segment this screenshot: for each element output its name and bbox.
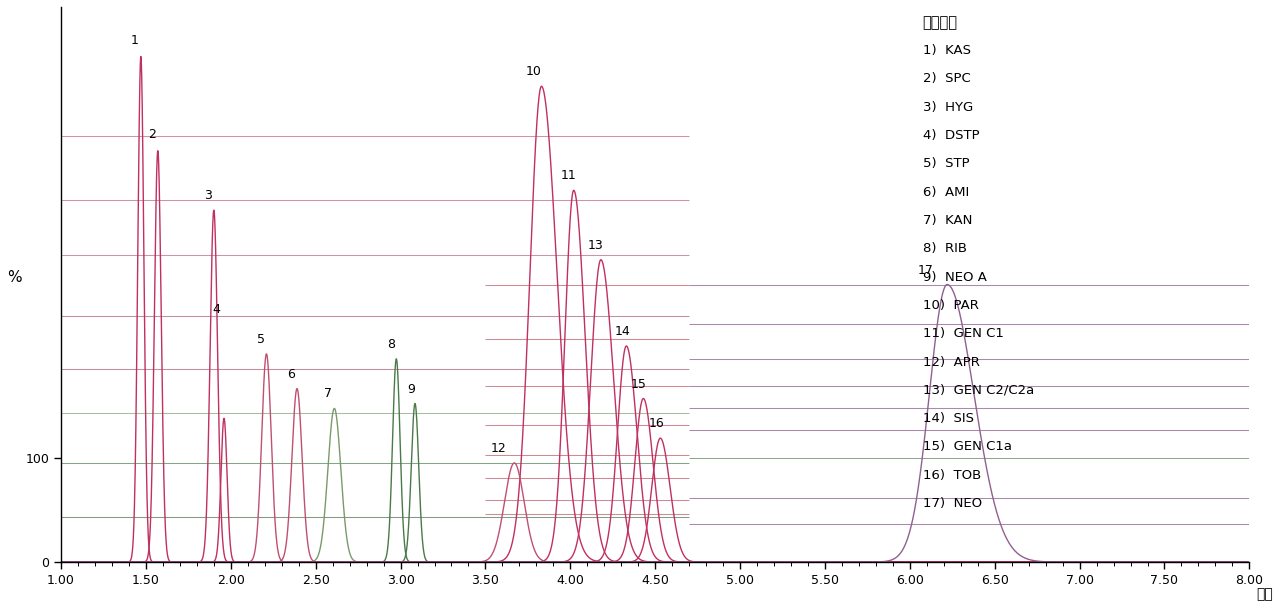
Text: 6)  AMI: 6) AMI xyxy=(923,185,969,199)
Text: 5: 5 xyxy=(257,333,265,346)
Text: 14)  SIS: 14) SIS xyxy=(923,412,974,425)
Text: 7: 7 xyxy=(324,387,332,401)
Text: 10)  PAR: 10) PAR xyxy=(923,299,978,312)
Text: 16)  TOB: 16) TOB xyxy=(923,469,980,482)
Text: 3)  HYG: 3) HYG xyxy=(923,101,973,114)
Text: 14: 14 xyxy=(614,325,630,338)
Text: 6: 6 xyxy=(287,368,294,381)
Text: 7)  KAN: 7) KAN xyxy=(923,214,972,227)
Text: 8: 8 xyxy=(387,338,396,351)
Text: 1: 1 xyxy=(131,33,138,47)
Text: 12)  APR: 12) APR xyxy=(923,356,979,368)
Text: 17: 17 xyxy=(918,264,934,277)
Y-axis label: %: % xyxy=(6,269,22,285)
Text: 2: 2 xyxy=(148,128,156,141)
Text: 13)  GEN C2/C2a: 13) GEN C2/C2a xyxy=(923,384,1034,397)
Text: 4: 4 xyxy=(212,303,220,316)
Text: 9: 9 xyxy=(407,382,415,396)
Text: 13: 13 xyxy=(588,239,604,252)
Text: 8)  RIB: 8) RIB xyxy=(923,243,966,255)
Text: 11)  GEN C1: 11) GEN C1 xyxy=(923,327,1004,340)
Text: 16: 16 xyxy=(648,417,664,430)
Text: 1)  KAS: 1) KAS xyxy=(923,44,970,57)
Text: 时间: 时间 xyxy=(1256,587,1274,601)
Text: 4)  DSTP: 4) DSTP xyxy=(923,129,979,142)
Text: 3: 3 xyxy=(204,189,211,202)
Text: 10: 10 xyxy=(526,65,541,78)
Text: 15: 15 xyxy=(631,378,646,390)
Text: 15)  GEN C1a: 15) GEN C1a xyxy=(923,440,1011,454)
Text: 12: 12 xyxy=(492,442,507,455)
Text: 2)  SPC: 2) SPC xyxy=(923,72,970,86)
Text: 17)  NEO: 17) NEO xyxy=(923,497,982,510)
Text: 11: 11 xyxy=(561,170,576,182)
Text: 9)  NEO A: 9) NEO A xyxy=(923,271,987,283)
Text: 峰鉴定：: 峰鉴定： xyxy=(923,15,957,30)
Text: 5)  STP: 5) STP xyxy=(923,157,969,170)
